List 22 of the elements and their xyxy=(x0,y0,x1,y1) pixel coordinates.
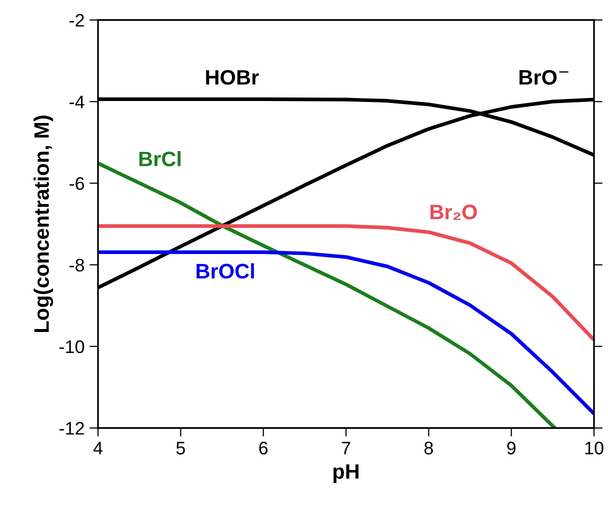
y-tick-label: -12 xyxy=(60,422,84,435)
line-series xyxy=(98,250,594,416)
y-tick-label: -10 xyxy=(60,340,84,354)
x-tick-label: 9 xyxy=(507,442,516,454)
y-axis-title: Log(concentration, M) xyxy=(34,116,54,332)
x-tick-label: 7 xyxy=(342,442,350,454)
series-label: HOBr xyxy=(206,70,259,85)
line-series xyxy=(98,224,594,342)
series-label: Br₂O xyxy=(430,204,477,220)
y-tick-label: -8 xyxy=(70,258,84,272)
series-label: BrCl xyxy=(139,151,181,166)
series-label: BrOCl xyxy=(196,263,254,279)
y-tick-label: -2 xyxy=(70,14,84,27)
x-tick-label: 6 xyxy=(259,442,268,454)
x-tick-label: 8 xyxy=(424,442,433,454)
series-label: BrO$^{−}$ xyxy=(520,70,568,85)
x-tick-label: 4 xyxy=(93,442,102,454)
y-tick-label: -6 xyxy=(70,177,84,190)
x-tick-label: 10 xyxy=(585,442,604,454)
x-axis-title: pH xyxy=(333,464,358,483)
y-tick-label: -4 xyxy=(70,96,84,108)
x-tick-label: 5 xyxy=(176,442,185,454)
